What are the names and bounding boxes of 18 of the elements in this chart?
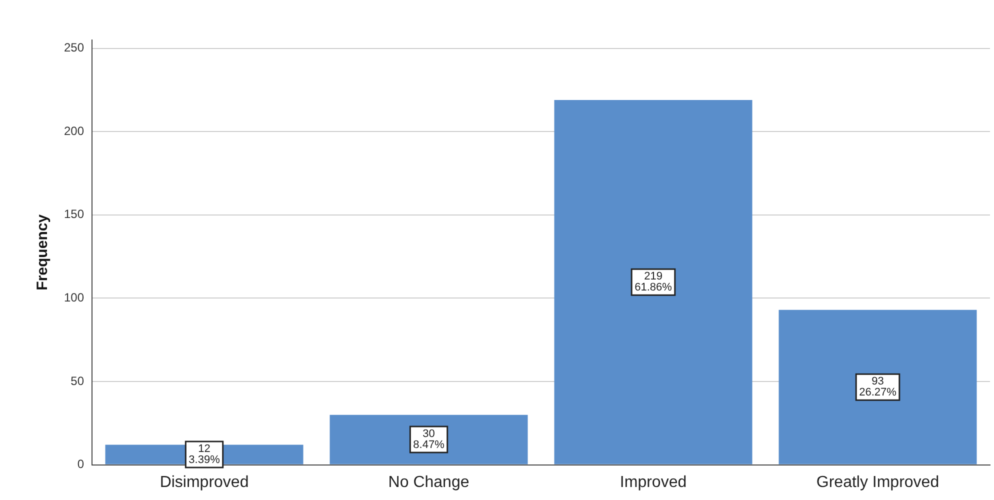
x-tick-label: No Change: [388, 474, 470, 491]
data-label: 219 61.86%: [634, 270, 672, 294]
data-label: 30 8.47%: [413, 428, 445, 452]
x-tick-label: Improved: [620, 474, 687, 491]
y-tick-label: 100: [64, 290, 84, 305]
y-tick-label: 150: [64, 207, 84, 222]
bar: [778, 310, 977, 464]
y-tick-label: 250: [64, 40, 84, 55]
data-label: 93 26.27%: [859, 376, 897, 399]
bar: [554, 100, 752, 464]
y-tick-label: 200: [64, 124, 84, 138]
bar: [330, 414, 528, 464]
x-tick-label: Greatly Improved: [816, 474, 940, 491]
x-tick-label: Disimproved: [160, 474, 249, 491]
data-label: 12 3.39%: [188, 443, 220, 466]
y-axis-title: Frequency: [34, 214, 52, 290]
y-tick-label: 50: [70, 374, 84, 388]
y-tick-label: 0: [77, 457, 84, 472]
